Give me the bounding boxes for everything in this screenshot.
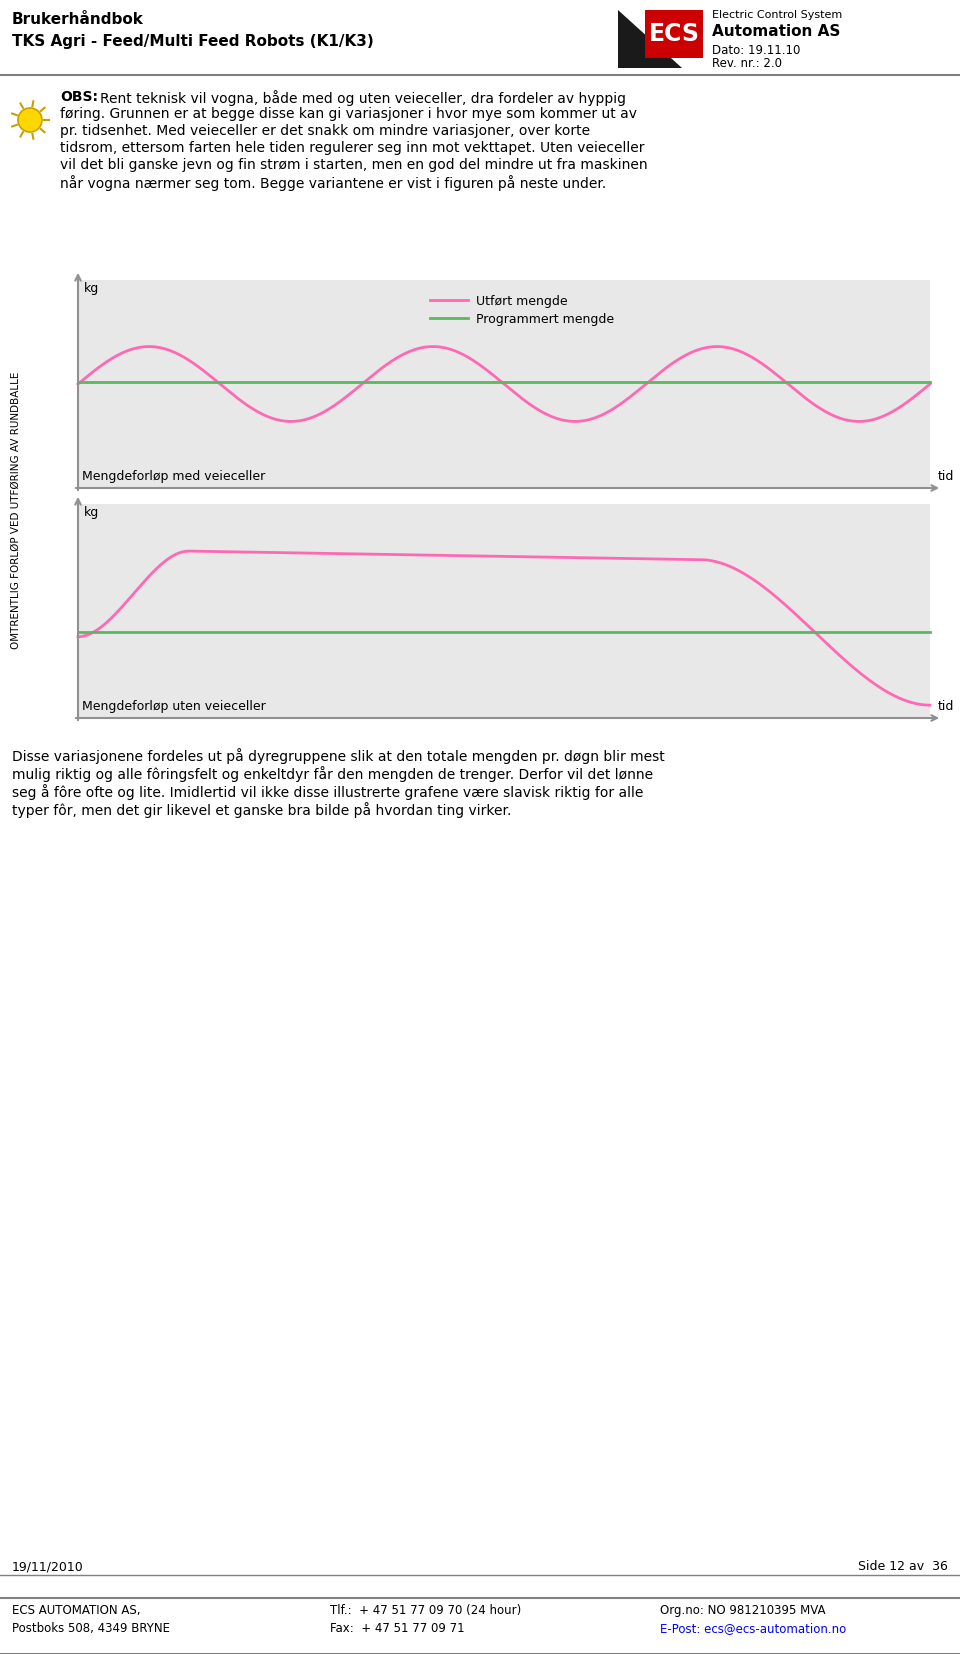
Text: ECS AUTOMATION AS,: ECS AUTOMATION AS, — [12, 1604, 140, 1618]
Text: Side 12 av  36: Side 12 av 36 — [858, 1560, 948, 1573]
Text: Rent teknisk vil vogna, både med og uten veieceller, dra fordeler av hyppig: Rent teknisk vil vogna, både med og uten… — [100, 89, 626, 106]
Text: OMTRENTLIG FORLØP VED UTFØRING AV RUNDBALLE: OMTRENTLIG FORLØP VED UTFØRING AV RUNDBA… — [11, 370, 21, 648]
Text: Mengdeforløp med veieceller: Mengdeforløp med veieceller — [82, 470, 265, 483]
Text: kg: kg — [84, 281, 99, 294]
Text: TKS Agri - Feed/Multi Feed Robots (K1/K3): TKS Agri - Feed/Multi Feed Robots (K1/K3… — [12, 35, 373, 50]
Bar — [645, 10, 703, 58]
Bar — [78, 280, 930, 488]
Text: typer fôr, men det gir likevel et ganske bra bilde på hvordan ting virker.: typer fôr, men det gir likevel et ganske… — [12, 802, 512, 819]
Text: 19/11/2010: 19/11/2010 — [12, 1560, 84, 1573]
Text: Rev. nr.: 2.0: Rev. nr.: 2.0 — [712, 56, 782, 69]
Text: Electric Control System: Electric Control System — [712, 10, 842, 20]
Text: OBS:: OBS: — [60, 89, 98, 104]
Text: føring. Grunnen er at begge disse kan gi variasjoner i hvor mye som kommer ut av: føring. Grunnen er at begge disse kan gi… — [60, 108, 637, 121]
Text: tid: tid — [938, 700, 954, 713]
Text: ECS: ECS — [649, 22, 700, 46]
Text: Programmert mengde: Programmert mengde — [476, 313, 614, 326]
Text: Disse variasjonene fordeles ut på dyregruppene slik at den totale mengden pr. dø: Disse variasjonene fordeles ut på dyregr… — [12, 748, 664, 764]
Text: E-Post: ecs@ecs-automation.no: E-Post: ecs@ecs-automation.no — [660, 1623, 847, 1636]
Polygon shape — [618, 10, 682, 68]
Text: Brukerhåndbok: Brukerhåndbok — [12, 12, 144, 26]
Text: tidsrom, ettersom farten hele tiden regulerer seg inn mot vekttapet. Uten veiece: tidsrom, ettersom farten hele tiden regu… — [60, 141, 644, 155]
Text: Fax:  + 47 51 77 09 71: Fax: + 47 51 77 09 71 — [330, 1623, 465, 1636]
Text: Postboks 508, 4349 BRYNE: Postboks 508, 4349 BRYNE — [12, 1623, 170, 1636]
Text: kg: kg — [84, 506, 99, 519]
Text: seg å fôre ofte og lite. Imidlertid vil ikke disse illustrerte grafene være slav: seg å fôre ofte og lite. Imidlertid vil … — [12, 784, 643, 801]
Text: pr. tidsenhet. Med veieceller er det snakk om mindre variasjoner, over korte: pr. tidsenhet. Med veieceller er det sna… — [60, 124, 590, 137]
Bar — [78, 504, 930, 718]
Text: Dato: 19.11.10: Dato: 19.11.10 — [712, 45, 801, 56]
Text: Automation AS: Automation AS — [712, 25, 840, 40]
Text: tid: tid — [938, 470, 954, 483]
Text: Tlf.:  + 47 51 77 09 70 (24 hour): Tlf.: + 47 51 77 09 70 (24 hour) — [330, 1604, 521, 1618]
Text: når vogna nærmer seg tom. Begge variantene er vist i figuren på neste under.: når vogna nærmer seg tom. Begge variante… — [60, 175, 607, 190]
Text: Utført mengde: Utført mengde — [476, 294, 567, 308]
Text: Mengdeforløp uten veieceller: Mengdeforløp uten veieceller — [82, 700, 266, 713]
Text: Org.no: NO 981210395 MVA: Org.no: NO 981210395 MVA — [660, 1604, 826, 1618]
Text: mulig riktig og alle fôringsfelt og enkeltdyr får den mengden de trenger. Derfor: mulig riktig og alle fôringsfelt og enke… — [12, 766, 653, 782]
Text: vil det bli ganske jevn og fin strøm i starten, men en god del mindre ut fra mas: vil det bli ganske jevn og fin strøm i s… — [60, 159, 648, 172]
Circle shape — [18, 108, 42, 132]
